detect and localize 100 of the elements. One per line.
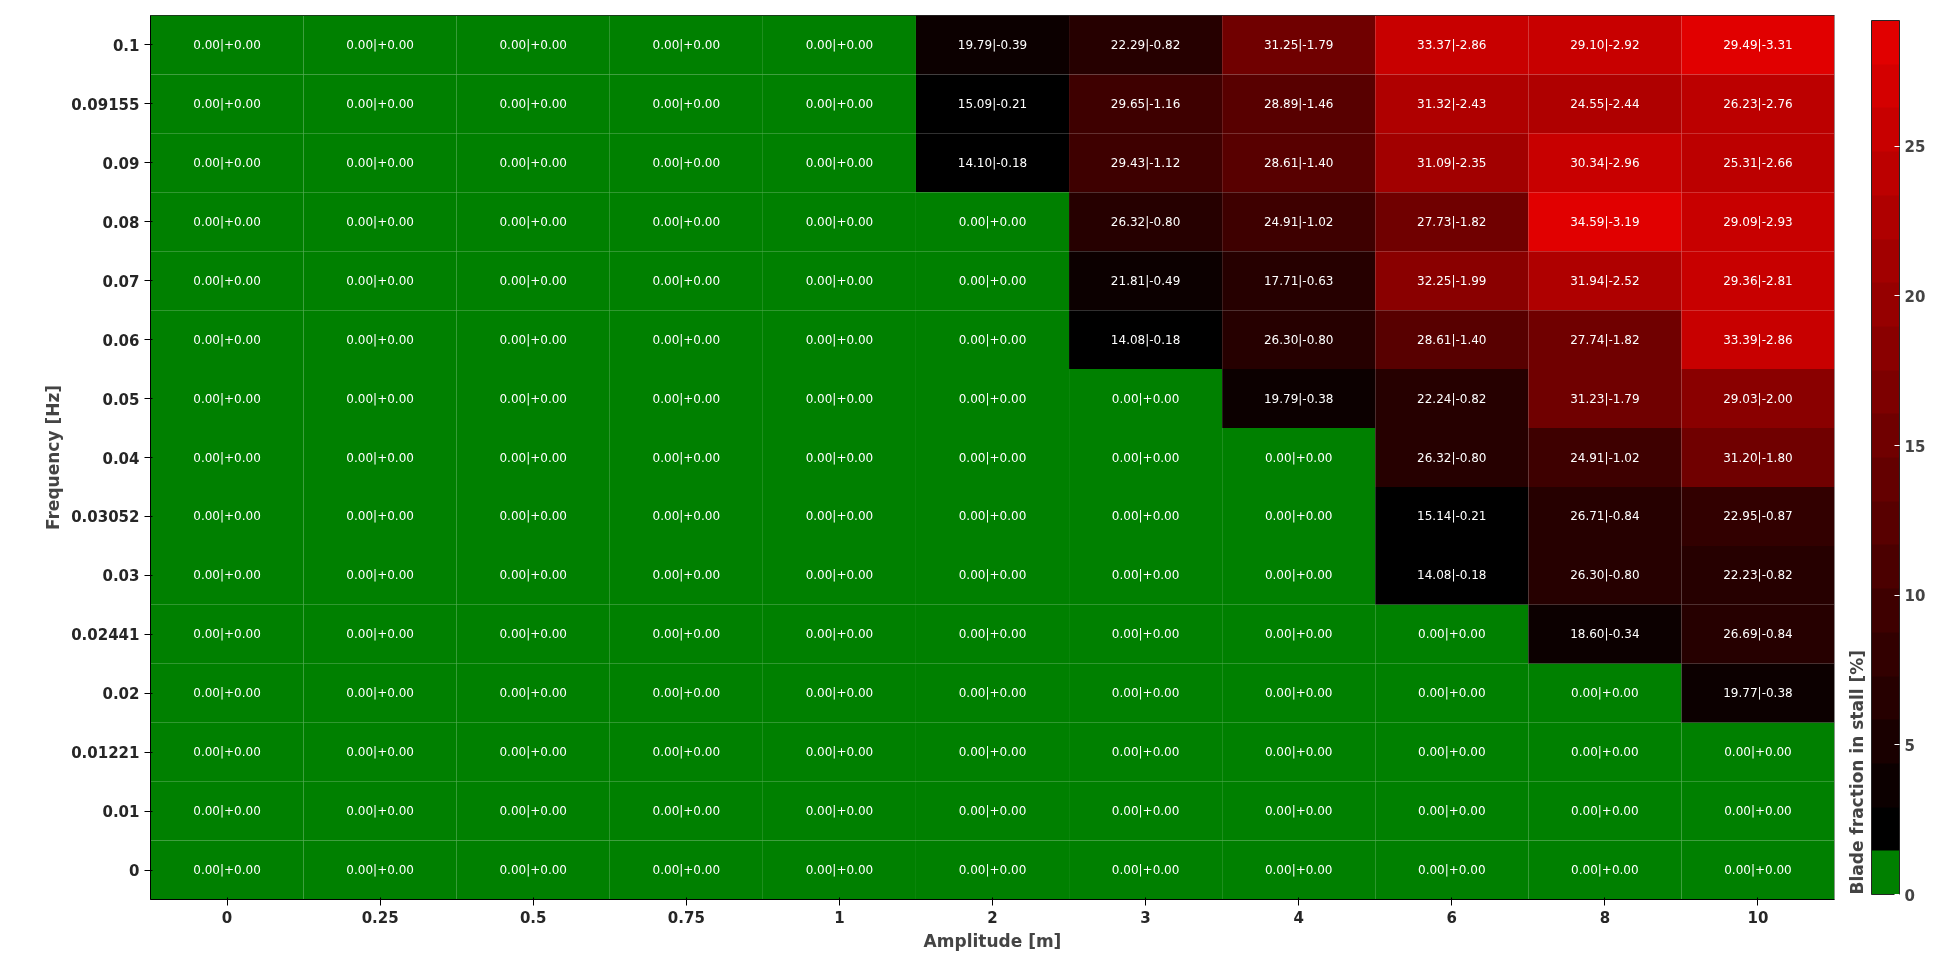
data-label: 34.59|-3.19 (1570, 214, 1640, 229)
data-label: 0.00|+0.00 (1571, 745, 1639, 760)
x-tick-label: 10 (1747, 908, 1769, 927)
data-label: 0.00|+0.00 (193, 804, 261, 819)
data-label: 0.00|+0.00 (1571, 686, 1639, 701)
data-label: 28.61|-1.40 (1417, 332, 1487, 347)
x-tick-label: 0.75 (667, 908, 705, 927)
data-label: 0.00|+0.00 (805, 214, 874, 229)
data-label: 0.00|+0.00 (1724, 745, 1792, 760)
data-label: 31.20|-1.80 (1723, 450, 1793, 465)
data-label: 22.95|-0.87 (1723, 509, 1793, 524)
data-label: 0.00|+0.00 (805, 627, 874, 642)
y-tick-label: 0.09155 (71, 95, 140, 114)
data-label: 29.49|-3.31 (1723, 37, 1793, 52)
data-label: 0.00|+0.00 (193, 745, 261, 760)
data-label: 0.00|+0.00 (193, 96, 261, 111)
data-label: 0.00|+0.00 (1264, 568, 1333, 583)
data-label: 21.81|-0.49 (1110, 273, 1181, 288)
data-label: 0.00|+0.00 (346, 332, 414, 347)
data-label: 18.60|-0.34 (1570, 627, 1640, 642)
data-label: 0.00|+0.00 (652, 96, 721, 111)
data-label: 29.36|-2.81 (1723, 273, 1793, 288)
data-label: 0.00|+0.00 (652, 745, 721, 760)
data-label: 0.00|+0.00 (499, 804, 568, 819)
data-label: 19.77|-0.38 (1723, 686, 1793, 701)
data-label: 0.00|+0.00 (193, 627, 261, 642)
data-label: 0.00|+0.00 (958, 214, 1027, 229)
data-label: 0.00|+0.00 (958, 627, 1027, 642)
y-tick-label: 0.08 (102, 213, 140, 232)
data-label: 31.32|-2.43 (1417, 96, 1487, 111)
data-label: 0.00|+0.00 (805, 391, 874, 406)
data-label: 22.24|-0.82 (1417, 391, 1487, 406)
x-tick-label: 1 (834, 908, 845, 927)
data-label: 24.91|-1.02 (1570, 450, 1640, 465)
data-label: 0.00|+0.00 (499, 450, 568, 465)
y-axis-title: Frequency [Hz] (43, 384, 64, 531)
data-label: 28.89|-1.46 (1263, 96, 1334, 111)
data-label: 15.14|-0.21 (1417, 509, 1487, 524)
data-label: 0.00|+0.00 (652, 686, 721, 701)
data-label: 0.00|+0.00 (958, 804, 1027, 819)
data-label: 22.23|-0.82 (1723, 568, 1793, 583)
y-tick-label: 0.03 (102, 567, 140, 586)
data-label: 15.09|-0.21 (957, 96, 1028, 111)
data-label: 31.25|-1.79 (1263, 37, 1334, 52)
data-label: 31.09|-2.35 (1417, 155, 1487, 170)
data-label: 0.00|+0.00 (346, 37, 414, 52)
data-label: 0.00|+0.00 (193, 214, 261, 229)
data-label: 0.00|+0.00 (1111, 627, 1180, 642)
data-label: 24.91|-1.02 (1263, 214, 1334, 229)
data-label: 26.69|-0.84 (1723, 627, 1793, 642)
data-label: 29.10|-2.92 (1570, 37, 1640, 52)
data-label: 0.00|+0.00 (346, 568, 414, 583)
data-label: 0.00|+0.00 (499, 214, 568, 229)
color-bar-label: 15 (1904, 437, 1926, 456)
data-label: 0.00|+0.00 (346, 214, 414, 229)
y-tick-label: 0.03052 (71, 508, 140, 527)
data-label: 26.32|-0.80 (1417, 450, 1487, 465)
x-tick-label: 6 (1446, 908, 1457, 927)
data-label: 0.00|+0.00 (1418, 627, 1486, 642)
data-label: 26.30|-0.80 (1570, 568, 1640, 583)
data-label: 0.00|+0.00 (499, 273, 568, 288)
x-tick-label: 8 (1599, 908, 1611, 927)
y-tick-label: 0.02 (102, 685, 140, 704)
data-label: 0.00|+0.00 (958, 391, 1027, 406)
y-tick-label: 0.01 (102, 803, 140, 822)
data-label: 0.00|+0.00 (652, 332, 721, 347)
data-label: 25.31|-2.66 (1723, 155, 1793, 170)
data-label: 17.71|-0.63 (1263, 273, 1334, 288)
data-label: 0.00|+0.00 (1264, 804, 1333, 819)
data-label: 14.08|-0.18 (1110, 332, 1181, 347)
y-tick-label: 0.01221 (71, 744, 140, 763)
y-tick-label: 0 (129, 862, 140, 881)
data-label: 24.55|-2.44 (1570, 96, 1640, 111)
data-label: 0.00|+0.00 (652, 804, 721, 819)
x-tick-label: 2 (987, 908, 998, 927)
data-label: 0.00|+0.00 (193, 332, 261, 347)
data-label: 0.00|+0.00 (1264, 863, 1333, 878)
data-label: 0.00|+0.00 (652, 214, 721, 229)
data-label: 0.00|+0.00 (1264, 509, 1333, 524)
data-label: 0.00|+0.00 (805, 745, 874, 760)
data-label: 0.00|+0.00 (652, 273, 721, 288)
data-label: 0.00|+0.00 (499, 509, 568, 524)
data-label: 0.00|+0.00 (499, 863, 568, 878)
data-label: 33.39|-2.86 (1723, 332, 1793, 347)
y-tick-label: 0.06 (102, 331, 140, 350)
data-label: 0.00|+0.00 (958, 686, 1027, 701)
data-label: 0.00|+0.00 (193, 568, 261, 583)
data-label: 0.00|+0.00 (652, 568, 721, 583)
data-label: 0.00|+0.00 (346, 450, 414, 465)
data-label: 0.00|+0.00 (958, 863, 1027, 878)
data-label: 0.00|+0.00 (193, 450, 261, 465)
data-label: 0.00|+0.00 (193, 686, 261, 701)
data-label: 0.00|+0.00 (499, 745, 568, 760)
data-label: 14.10|-0.18 (957, 155, 1028, 170)
data-label: 27.73|-1.82 (1417, 214, 1487, 229)
data-label: 0.00|+0.00 (1418, 863, 1486, 878)
data-label: 0.00|+0.00 (805, 450, 874, 465)
data-label: 0.00|+0.00 (652, 863, 721, 878)
data-label: 0.00|+0.00 (346, 391, 414, 406)
data-label: 27.74|-1.82 (1570, 332, 1640, 347)
